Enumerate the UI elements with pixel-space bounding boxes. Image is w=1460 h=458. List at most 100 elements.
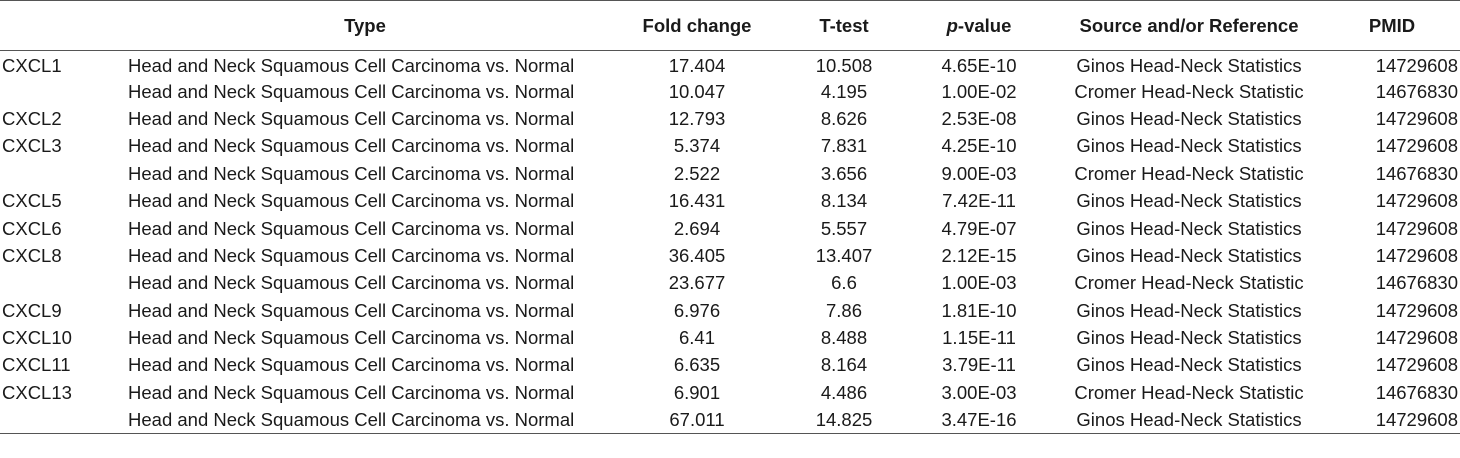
gene-cell: CXCL1 xyxy=(2,55,62,77)
type-cell: Head and Neck Squamous Cell Carcinoma vs… xyxy=(128,217,575,239)
pmid-cell: 14729608 xyxy=(1375,190,1458,212)
type-cell: Head and Neck Squamous Cell Carcinoma vs… xyxy=(128,381,575,403)
table-row: CXCL11 Head and Neck Squamous Cell Carcin… xyxy=(0,352,1460,379)
gene-cell xyxy=(0,160,120,187)
p-value-cell: 9.00E-03 xyxy=(941,162,1017,184)
table-row: Head and Neck Squamous Cell Carcinoma vs… xyxy=(0,78,1460,105)
gene-cell: CXCL8 xyxy=(2,244,62,266)
t-test-cell: 5.557 xyxy=(820,217,868,239)
p-value-cell: 3.00E-03 xyxy=(941,381,1017,403)
t-test-cell: 8.134 xyxy=(820,190,868,212)
gene-cell: CXCL13 xyxy=(2,381,72,403)
header-source: Source and/or Reference xyxy=(1054,0,1324,51)
source-cell: Ginos Head-Neck Statistics xyxy=(1076,354,1302,376)
header-t-test: T-test xyxy=(784,0,904,51)
table-row: CXCL5 Head and Neck Squamous Cell Carcino… xyxy=(0,187,1460,214)
t-test-cell: 8.626 xyxy=(820,107,868,129)
t-test-cell: 7.831 xyxy=(820,135,868,157)
table-row: Head and Neck Squamous Cell Carcinoma vs… xyxy=(0,160,1460,187)
table-row: Head and Neck Squamous Cell Carcinoma vs… xyxy=(0,406,1460,435)
type-cell: Head and Neck Squamous Cell Carcinoma vs… xyxy=(128,162,575,184)
header-pmid: PMID xyxy=(1324,0,1460,51)
p-value-cell: 2.12E-15 xyxy=(941,244,1017,266)
table-row: CXCL9 Head and Neck Squamous Cell Carcino… xyxy=(0,297,1460,324)
pmid-cell: 14729608 xyxy=(1375,244,1458,266)
p-value-cell: 1.00E-02 xyxy=(941,80,1017,102)
fold-change-cell: 36.405 xyxy=(668,244,726,266)
t-test-cell: 4.195 xyxy=(820,80,868,102)
gene-cell xyxy=(0,270,120,297)
pmid-cell: 14729608 xyxy=(1375,217,1458,239)
fold-change-cell: 6.976 xyxy=(673,299,721,321)
p-value-cell: 3.79E-11 xyxy=(942,354,1016,376)
fold-change-cell: 2.522 xyxy=(673,162,721,184)
table-row: CXCL1 Head and Neck Squamous Cell Carcino… xyxy=(0,51,1460,78)
p-value-cell: 2.53E-08 xyxy=(941,107,1017,129)
table-header: Type Fold change T-test p-value Source a… xyxy=(0,0,1460,51)
table-row: CXCL6 Head and Neck Squamous Cell Carcino… xyxy=(0,215,1460,242)
fold-change-cell: 23.677 xyxy=(668,272,726,294)
t-test-cell: 10.508 xyxy=(815,55,873,77)
fold-change-cell: 10.047 xyxy=(668,80,726,102)
table-row: CXCL13 Head and Neck Squamous Cell Carcin… xyxy=(0,379,1460,406)
fold-change-cell: 6.901 xyxy=(673,381,721,403)
type-cell: Head and Neck Squamous Cell Carcinoma vs… xyxy=(120,406,610,435)
source-cell: Cromer Head-Neck Statistic xyxy=(1074,80,1304,102)
fold-change-cell: 12.793 xyxy=(668,107,726,129)
gene-cell: CXCL10 xyxy=(2,327,72,349)
fold-change-cell: 6.635 xyxy=(673,354,721,376)
pmid-cell: 14729608 xyxy=(1375,107,1458,129)
fold-change-cell: 6.41 xyxy=(678,327,715,349)
pmid-cell: 14676830 xyxy=(1375,272,1458,294)
type-cell: Head and Neck Squamous Cell Carcinoma vs… xyxy=(128,55,575,77)
type-cell: Head and Neck Squamous Cell Carcinoma vs… xyxy=(128,107,575,129)
t-test-cell: 4.486 xyxy=(820,381,868,403)
source-cell: Ginos Head-Neck Statistics xyxy=(1054,406,1324,435)
source-cell: Ginos Head-Neck Statistics xyxy=(1076,217,1302,239)
t-test-cell: 13.407 xyxy=(815,244,873,266)
header-p-value-rest: -value xyxy=(957,14,1012,36)
table-row: CXCL8 Head and Neck Squamous Cell Carcino… xyxy=(0,242,1460,269)
pmid-cell: 14729608 xyxy=(1375,135,1458,157)
table-row: Head and Neck Squamous Cell Carcinoma vs… xyxy=(0,270,1460,297)
gene-cell: CXCL6 xyxy=(2,217,62,239)
pmid-cell: 14676830 xyxy=(1375,80,1458,102)
fold-change-cell: 2.694 xyxy=(673,217,721,239)
gene-cell: CXCL9 xyxy=(2,299,62,321)
source-cell: Cromer Head-Neck Statistic xyxy=(1074,272,1304,294)
header-fold-change: Fold change xyxy=(610,0,784,51)
type-cell: Head and Neck Squamous Cell Carcinoma vs… xyxy=(128,272,575,294)
p-value-cell: 1.15E-11 xyxy=(942,327,1016,349)
pmid-cell: 14729608 xyxy=(1375,354,1458,376)
source-cell: Cromer Head-Neck Statistic xyxy=(1074,381,1304,403)
t-test-cell: 8.164 xyxy=(820,354,868,376)
gene-cell: CXCL11 xyxy=(2,354,71,376)
p-value-cell: 3.47E-16 xyxy=(904,406,1054,435)
type-cell: Head and Neck Squamous Cell Carcinoma vs… xyxy=(128,354,575,376)
t-test-cell: 6.6 xyxy=(831,272,857,294)
source-cell: Ginos Head-Neck Statistics xyxy=(1076,107,1302,129)
source-cell: Ginos Head-Neck Statistics xyxy=(1076,135,1302,157)
source-cell: Ginos Head-Neck Statistics xyxy=(1076,55,1302,77)
source-cell: Ginos Head-Neck Statistics xyxy=(1076,244,1302,266)
pmid-cell: 14729608 xyxy=(1375,327,1458,349)
fold-change-cell: 5.374 xyxy=(673,135,721,157)
p-value-cell: 4.79E-07 xyxy=(941,217,1017,239)
header-type: Type xyxy=(120,0,610,51)
type-cell: Head and Neck Squamous Cell Carcinoma vs… xyxy=(128,135,575,157)
pmid-cell: 14729608 xyxy=(1375,299,1458,321)
gene-cell xyxy=(0,78,120,105)
fold-change-cell: 17.404 xyxy=(668,55,726,77)
p-value-cell: 1.00E-03 xyxy=(941,272,1017,294)
source-cell: Ginos Head-Neck Statistics xyxy=(1076,327,1302,349)
fold-change-cell: 16.431 xyxy=(668,190,726,212)
p-value-cell: 7.42E-11 xyxy=(942,190,1016,212)
p-value-cell: 4.25E-10 xyxy=(941,135,1017,157)
type-cell: Head and Neck Squamous Cell Carcinoma vs… xyxy=(128,299,575,321)
header-row: Type Fold change T-test p-value Source a… xyxy=(0,0,1460,51)
gene-cell: CXCL3 xyxy=(2,135,62,157)
source-cell: Cromer Head-Neck Statistic xyxy=(1074,162,1304,184)
expression-table: Type Fold change T-test p-value Source a… xyxy=(0,0,1460,435)
pmid-cell: 14676830 xyxy=(1375,381,1458,403)
